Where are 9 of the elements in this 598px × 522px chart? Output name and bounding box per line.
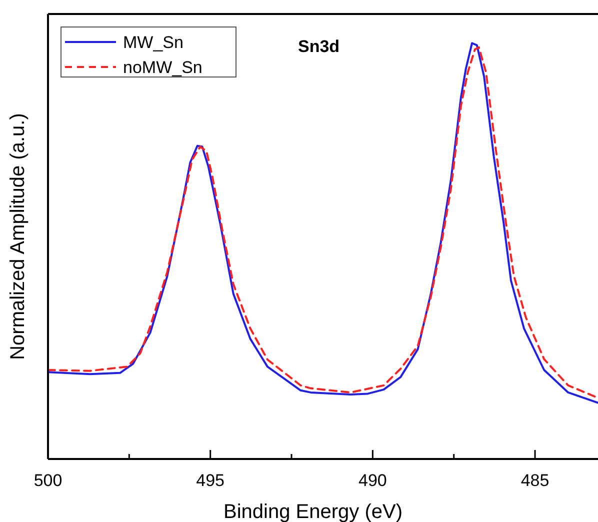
x-axis-title: Binding Energy (eV) — [224, 501, 402, 522]
legend-label: noMW_Sn — [123, 58, 202, 77]
x-tick-label: 485 — [520, 471, 550, 490]
x-tick-label: 500 — [34, 471, 62, 490]
legend-label: MW_Sn — [123, 33, 184, 52]
x-tick-label: 495 — [196, 471, 225, 490]
x-tick-label: 490 — [358, 471, 387, 490]
y-axis-title: Normalized Amplitude (a.u.) — [7, 113, 29, 360]
chart-title: Sn3d — [298, 37, 340, 56]
